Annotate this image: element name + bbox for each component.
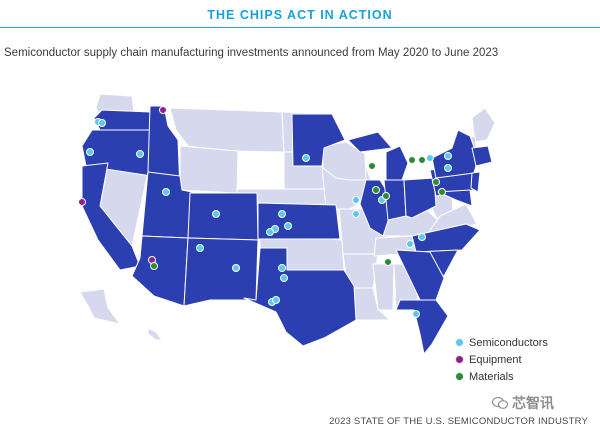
state-texas	[243, 247, 357, 347]
state-minnesota	[291, 113, 346, 167]
marker-semiconductor	[162, 188, 170, 196]
marker-semiconductor	[412, 310, 420, 318]
marker-material	[372, 186, 380, 194]
marker-semiconductor	[212, 210, 220, 218]
marker-semiconductor	[278, 210, 286, 218]
state-maryland-delaware	[437, 189, 473, 207]
marker-equipment	[78, 198, 86, 206]
state-alaska	[79, 288, 121, 325]
state-ohio	[403, 177, 437, 219]
state-virginia	[425, 203, 478, 237]
state-new-york	[431, 129, 479, 179]
legend-label: Equipment	[469, 353, 522, 366]
marker-semiconductor	[352, 196, 360, 204]
marker-semiconductor	[266, 228, 274, 236]
page-title: THE CHIPS ACT IN ACTION	[207, 8, 393, 22]
watermark-text: 芯智讯	[512, 395, 554, 411]
legend: Semiconductors Equipment Materials	[455, 334, 548, 385]
marker-material	[368, 162, 376, 170]
state-new-jersey	[470, 171, 481, 193]
state-arizona	[131, 235, 189, 307]
header: THE CHIPS ACT IN ACTION	[0, 0, 600, 30]
legend-item: Equipment	[455, 351, 548, 368]
marker-semiconductor	[196, 244, 204, 252]
legend-swatch	[455, 372, 464, 381]
state-colorado	[187, 192, 259, 241]
state-michigan-lower	[385, 145, 409, 181]
marker-material	[408, 156, 416, 164]
marker-semiconductor	[426, 154, 434, 162]
marker-semiconductor	[418, 233, 426, 241]
marker-semiconductor	[278, 264, 286, 272]
state-wyoming	[179, 145, 239, 194]
legend-swatch	[455, 355, 464, 364]
marker-material	[384, 258, 392, 266]
marker-semiconductor	[406, 240, 414, 248]
state-montana	[169, 107, 285, 153]
marker-material	[432, 178, 440, 186]
marker-semiconductor	[302, 154, 310, 162]
marker-semiconductor	[98, 119, 106, 127]
marker-semiconductor	[444, 164, 452, 172]
footer-source: 2023 STATE OF THE U.S. SEMICONDUCTOR IND…	[329, 416, 588, 427]
marker-semiconductor	[272, 296, 280, 304]
state-hawaii	[147, 327, 163, 341]
state-michigan-upper	[347, 131, 393, 153]
marker-semiconductor	[136, 150, 144, 158]
legend-swatch	[455, 338, 464, 347]
wechat-icon	[492, 397, 508, 409]
marker-semiconductor	[280, 274, 288, 282]
state-georgia	[395, 249, 445, 301]
investment-markers	[78, 106, 452, 318]
marker-material	[438, 188, 446, 196]
state-florida	[395, 299, 449, 355]
states-highlighted	[81, 105, 493, 355]
watermark: 芯智讯	[492, 393, 554, 413]
marker-material	[418, 156, 426, 164]
state-new-mexico	[183, 237, 259, 307]
marker-semiconductor	[232, 264, 240, 272]
legend-label: Materials	[469, 370, 514, 383]
header-divider	[0, 27, 600, 28]
marker-semiconductor	[444, 152, 452, 160]
marker-equipment	[159, 106, 167, 114]
marker-material	[150, 262, 158, 270]
subtitle: Semiconductor supply chain manufacturing…	[4, 47, 499, 59]
marker-semiconductor	[352, 210, 360, 218]
us-map	[78, 93, 496, 355]
state-wisconsin	[321, 141, 367, 181]
state-new-england-south	[471, 145, 493, 167]
state-north-carolina	[411, 223, 481, 253]
state-indiana	[383, 179, 407, 221]
marker-semiconductor	[284, 222, 292, 230]
marker-semiconductor	[86, 148, 94, 156]
marker-material	[382, 192, 390, 200]
legend-item: Materials	[455, 368, 548, 385]
legend-label: Semiconductors	[469, 336, 548, 349]
legend-item: Semiconductors	[455, 334, 548, 351]
